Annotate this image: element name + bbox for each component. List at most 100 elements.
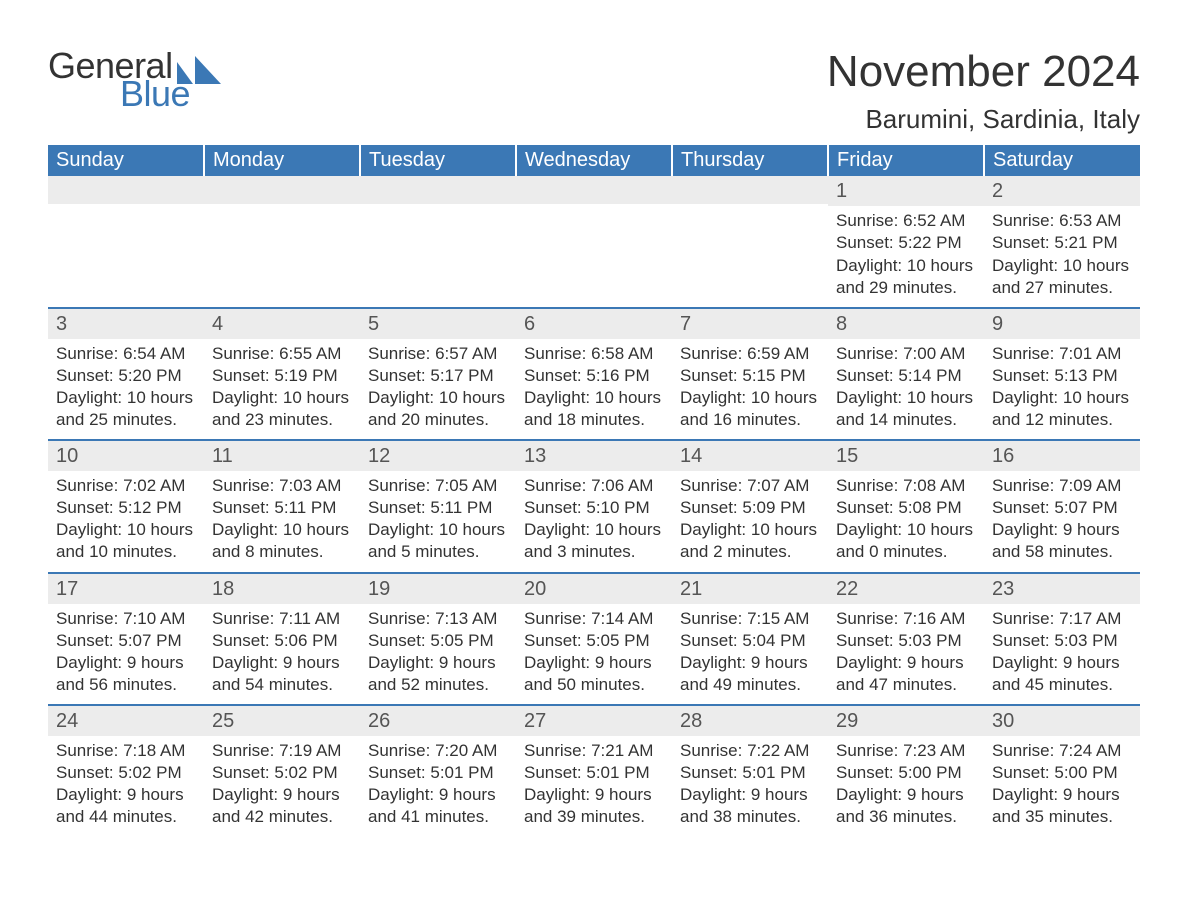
day-number-blank: [516, 176, 672, 204]
col-thursday: Thursday: [672, 145, 828, 176]
day-details: Sunrise: 7:14 AMSunset: 5:05 PMDaylight:…: [516, 604, 672, 704]
calendar-table: Sunday Monday Tuesday Wednesday Thursday…: [48, 145, 1140, 836]
calendar-day-cell: 12Sunrise: 7:05 AMSunset: 5:11 PMDayligh…: [360, 440, 516, 572]
location-subtitle: Barumini, Sardinia, Italy: [827, 104, 1140, 135]
col-monday: Monday: [204, 145, 360, 176]
day-details: Sunrise: 6:52 AMSunset: 5:22 PMDaylight:…: [828, 206, 984, 306]
calendar-day-cell: 4Sunrise: 6:55 AMSunset: 5:19 PMDaylight…: [204, 308, 360, 440]
day-details: Sunrise: 6:55 AMSunset: 5:19 PMDaylight:…: [204, 339, 360, 439]
day-details: Sunrise: 7:11 AMSunset: 5:06 PMDaylight:…: [204, 604, 360, 704]
col-tuesday: Tuesday: [360, 145, 516, 176]
col-saturday: Saturday: [984, 145, 1140, 176]
day-details: Sunrise: 7:09 AMSunset: 5:07 PMDaylight:…: [984, 471, 1140, 571]
calendar-week-row: 24Sunrise: 7:18 AMSunset: 5:02 PMDayligh…: [48, 705, 1140, 836]
day-details: Sunrise: 7:22 AMSunset: 5:01 PMDaylight:…: [672, 736, 828, 836]
day-number-blank: [672, 176, 828, 204]
day-number: 2: [984, 176, 1140, 206]
day-number: 13: [516, 441, 672, 471]
day-number: 28: [672, 706, 828, 736]
day-details: Sunrise: 7:17 AMSunset: 5:03 PMDaylight:…: [984, 604, 1140, 704]
day-details: Sunrise: 7:13 AMSunset: 5:05 PMDaylight:…: [360, 604, 516, 704]
day-number: 9: [984, 309, 1140, 339]
calendar-day-cell: 8Sunrise: 7:00 AMSunset: 5:14 PMDaylight…: [828, 308, 984, 440]
day-details: Sunrise: 7:19 AMSunset: 5:02 PMDaylight:…: [204, 736, 360, 836]
day-details: Sunrise: 7:24 AMSunset: 5:00 PMDaylight:…: [984, 736, 1140, 836]
calendar-week-row: 3Sunrise: 6:54 AMSunset: 5:20 PMDaylight…: [48, 308, 1140, 440]
calendar-empty-cell: [360, 176, 516, 307]
day-details: Sunrise: 7:00 AMSunset: 5:14 PMDaylight:…: [828, 339, 984, 439]
day-number: 1: [828, 176, 984, 206]
calendar-empty-cell: [204, 176, 360, 307]
day-number: 26: [360, 706, 516, 736]
day-details: Sunrise: 7:07 AMSunset: 5:09 PMDaylight:…: [672, 471, 828, 571]
calendar-day-cell: 1Sunrise: 6:52 AMSunset: 5:22 PMDaylight…: [828, 176, 984, 307]
day-number: 29: [828, 706, 984, 736]
calendar-day-cell: 19Sunrise: 7:13 AMSunset: 5:05 PMDayligh…: [360, 573, 516, 705]
day-details: Sunrise: 7:06 AMSunset: 5:10 PMDaylight:…: [516, 471, 672, 571]
calendar-header-row: Sunday Monday Tuesday Wednesday Thursday…: [48, 145, 1140, 176]
calendar-empty-cell: [48, 176, 204, 307]
col-wednesday: Wednesday: [516, 145, 672, 176]
day-number: 19: [360, 574, 516, 604]
day-number: 4: [204, 309, 360, 339]
day-number: 10: [48, 441, 204, 471]
calendar-day-cell: 2Sunrise: 6:53 AMSunset: 5:21 PMDaylight…: [984, 176, 1140, 307]
calendar-day-cell: 13Sunrise: 7:06 AMSunset: 5:10 PMDayligh…: [516, 440, 672, 572]
day-details: Sunrise: 6:59 AMSunset: 5:15 PMDaylight:…: [672, 339, 828, 439]
day-number: 27: [516, 706, 672, 736]
day-number: 15: [828, 441, 984, 471]
day-number: 24: [48, 706, 204, 736]
day-details: Sunrise: 7:20 AMSunset: 5:01 PMDaylight:…: [360, 736, 516, 836]
day-number: 3: [48, 309, 204, 339]
day-number: 22: [828, 574, 984, 604]
day-details: Sunrise: 7:10 AMSunset: 5:07 PMDaylight:…: [48, 604, 204, 704]
calendar-day-cell: 9Sunrise: 7:01 AMSunset: 5:13 PMDaylight…: [984, 308, 1140, 440]
day-details: Sunrise: 7:21 AMSunset: 5:01 PMDaylight:…: [516, 736, 672, 836]
day-number: 12: [360, 441, 516, 471]
calendar-day-cell: 15Sunrise: 7:08 AMSunset: 5:08 PMDayligh…: [828, 440, 984, 572]
day-number: 25: [204, 706, 360, 736]
day-number: 14: [672, 441, 828, 471]
day-number: 6: [516, 309, 672, 339]
day-details: Sunrise: 6:54 AMSunset: 5:20 PMDaylight:…: [48, 339, 204, 439]
day-details: Sunrise: 7:15 AMSunset: 5:04 PMDaylight:…: [672, 604, 828, 704]
day-number-blank: [48, 176, 204, 204]
day-details: Sunrise: 7:03 AMSunset: 5:11 PMDaylight:…: [204, 471, 360, 571]
day-number: 23: [984, 574, 1140, 604]
calendar-day-cell: 14Sunrise: 7:07 AMSunset: 5:09 PMDayligh…: [672, 440, 828, 572]
day-number: 21: [672, 574, 828, 604]
day-number: 5: [360, 309, 516, 339]
day-number: 20: [516, 574, 672, 604]
day-number-blank: [360, 176, 516, 204]
brand-word2: Blue: [120, 76, 190, 112]
calendar-empty-cell: [516, 176, 672, 307]
calendar-day-cell: 20Sunrise: 7:14 AMSunset: 5:05 PMDayligh…: [516, 573, 672, 705]
day-number: 16: [984, 441, 1140, 471]
calendar-day-cell: 22Sunrise: 7:16 AMSunset: 5:03 PMDayligh…: [828, 573, 984, 705]
calendar-day-cell: 3Sunrise: 6:54 AMSunset: 5:20 PMDaylight…: [48, 308, 204, 440]
header: General Blue November 2024 Barumini, Sar…: [48, 48, 1140, 135]
calendar-day-cell: 26Sunrise: 7:20 AMSunset: 5:01 PMDayligh…: [360, 705, 516, 836]
day-details: Sunrise: 7:16 AMSunset: 5:03 PMDaylight:…: [828, 604, 984, 704]
day-number: 17: [48, 574, 204, 604]
calendar-day-cell: 24Sunrise: 7:18 AMSunset: 5:02 PMDayligh…: [48, 705, 204, 836]
page: General Blue November 2024 Barumini, Sar…: [0, 0, 1188, 876]
month-title: November 2024: [827, 48, 1140, 96]
day-details: Sunrise: 6:57 AMSunset: 5:17 PMDaylight:…: [360, 339, 516, 439]
calendar-day-cell: 7Sunrise: 6:59 AMSunset: 5:15 PMDaylight…: [672, 308, 828, 440]
calendar-day-cell: 27Sunrise: 7:21 AMSunset: 5:01 PMDayligh…: [516, 705, 672, 836]
calendar-day-cell: 25Sunrise: 7:19 AMSunset: 5:02 PMDayligh…: [204, 705, 360, 836]
day-details: Sunrise: 7:02 AMSunset: 5:12 PMDaylight:…: [48, 471, 204, 571]
calendar-empty-cell: [672, 176, 828, 307]
calendar-week-row: 1Sunrise: 6:52 AMSunset: 5:22 PMDaylight…: [48, 176, 1140, 307]
day-details: Sunrise: 7:18 AMSunset: 5:02 PMDaylight:…: [48, 736, 204, 836]
day-number: 11: [204, 441, 360, 471]
day-number-blank: [204, 176, 360, 204]
col-sunday: Sunday: [48, 145, 204, 176]
day-details: Sunrise: 7:08 AMSunset: 5:08 PMDaylight:…: [828, 471, 984, 571]
col-friday: Friday: [828, 145, 984, 176]
title-block: November 2024 Barumini, Sardinia, Italy: [827, 48, 1140, 135]
calendar-day-cell: 17Sunrise: 7:10 AMSunset: 5:07 PMDayligh…: [48, 573, 204, 705]
calendar-day-cell: 21Sunrise: 7:15 AMSunset: 5:04 PMDayligh…: [672, 573, 828, 705]
calendar-day-cell: 6Sunrise: 6:58 AMSunset: 5:16 PMDaylight…: [516, 308, 672, 440]
